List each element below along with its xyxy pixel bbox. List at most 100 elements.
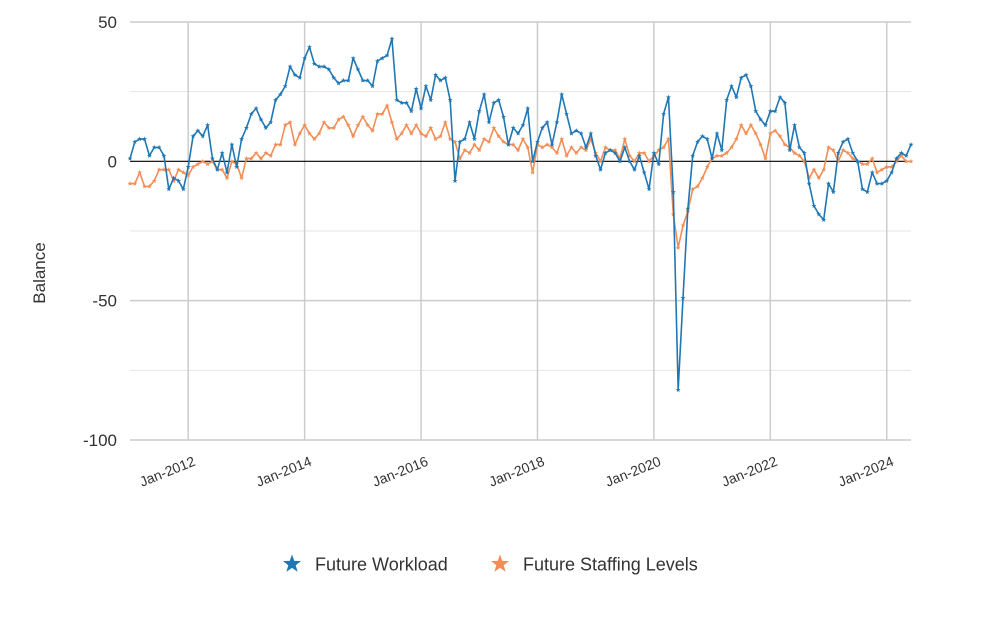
- data-point-future-workload: [462, 136, 468, 142]
- data-point-future-staffing-levels: [860, 161, 865, 167]
- data-point-future-workload: [665, 94, 671, 100]
- data-point-future-workload: [690, 153, 696, 158]
- data-point-future-workload: [481, 91, 487, 97]
- data-point-future-workload: [539, 125, 545, 130]
- data-point-future-workload: [593, 153, 599, 158]
- data-point-future-workload: [263, 125, 269, 130]
- data-point-future-workload: [874, 181, 880, 186]
- data-point-future-staffing-levels: [311, 136, 317, 142]
- data-point-future-workload: [656, 161, 662, 167]
- data-point-future-staffing-levels: [602, 144, 608, 150]
- data-point-future-staffing-levels: [690, 186, 696, 192]
- data-point-future-workload: [641, 169, 647, 175]
- data-point-future-workload: [748, 83, 754, 89]
- x-tick-label: Jan-2024: [836, 453, 896, 490]
- data-point-future-workload: [767, 108, 773, 114]
- data-point-future-staffing-levels: [151, 178, 157, 183]
- data-point-future-staffing-levels: [268, 153, 274, 158]
- data-point-future-staffing-levels: [452, 139, 458, 144]
- data-point-future-workload: [743, 72, 749, 78]
- data-point-future-workload: [471, 136, 477, 142]
- data-point-future-workload: [311, 61, 317, 66]
- data-point-future-workload: [622, 144, 628, 150]
- data-point-future-staffing-levels: [699, 175, 705, 181]
- data-point-future-staffing-levels: [209, 158, 215, 164]
- data-point-future-staffing-levels: [704, 164, 710, 170]
- data-point-future-staffing-levels: [826, 144, 832, 150]
- data-point-future-workload: [205, 122, 211, 128]
- data-point-future-workload: [214, 167, 220, 172]
- data-point-future-staffing-levels: [399, 130, 405, 136]
- data-point-future-workload: [505, 142, 511, 147]
- data-point-future-staffing-levels: [549, 144, 555, 150]
- data-point-future-staffing-levels: [539, 144, 545, 150]
- data-point-future-workload: [161, 153, 167, 158]
- x-tick-label: Jan-2022: [719, 453, 779, 490]
- data-point-future-workload: [229, 142, 235, 147]
- data-point-future-staffing-levels: [583, 147, 589, 153]
- data-point-future-staffing-levels: [166, 167, 172, 172]
- data-point-future-staffing-levels: [835, 158, 841, 164]
- x-tick-label: Jan-2018: [486, 453, 546, 490]
- legend-label: Future Workload: [315, 555, 448, 575]
- data-point-future-workload: [544, 119, 550, 125]
- data-point-future-workload: [777, 94, 783, 100]
- data-point-future-staffing-levels: [408, 130, 414, 136]
- data-point-future-workload: [515, 130, 521, 136]
- data-point-future-staffing-levels: [185, 172, 191, 178]
- data-point-future-staffing-levels: [404, 122, 409, 128]
- legend-item-future-workload: Future Workload: [282, 554, 448, 575]
- data-point-future-workload: [404, 100, 409, 105]
- data-point-future-workload: [510, 125, 516, 130]
- data-point-future-workload: [782, 100, 788, 105]
- data-point-future-staffing-levels: [423, 133, 429, 139]
- data-point-future-staffing-levels: [714, 153, 720, 158]
- data-point-future-workload: [326, 66, 332, 72]
- data-point-future-workload: [374, 58, 380, 64]
- data-point-future-staffing-levels: [200, 158, 206, 164]
- legend-item-future-staffing-levels: Future Staffing Levels: [490, 554, 698, 575]
- data-point-future-staffing-levels: [355, 122, 361, 128]
- data-point-future-staffing-levels: [190, 164, 196, 170]
- data-point-future-staffing-levels: [772, 128, 778, 133]
- data-point-future-staffing-levels: [661, 144, 667, 150]
- data-point-future-staffing-levels: [476, 147, 482, 153]
- legend-label: Future Staffing Levels: [523, 555, 698, 575]
- data-point-future-staffing-levels: [326, 125, 332, 130]
- x-axis: Jan-2012 Jan-2014 Jan-2016 Jan-2018 Jan-2020…: [137, 453, 896, 490]
- data-point-future-workload: [772, 108, 778, 114]
- data-point-future-staffing-levels: [864, 161, 870, 167]
- data-point-future-staffing-levels: [525, 144, 531, 150]
- data-point-future-workload: [336, 80, 342, 86]
- data-point-future-staffing-levels: [253, 150, 259, 156]
- data-point-future-workload: [787, 147, 793, 153]
- data-point-future-workload: [826, 181, 832, 186]
- data-point-future-staffing-levels: [127, 181, 133, 186]
- data-point-future-workload: [753, 108, 759, 114]
- data-point-future-workload: [423, 83, 429, 89]
- data-point-future-workload: [709, 155, 715, 161]
- data-point-future-workload: [806, 181, 812, 186]
- data-point-future-workload: [433, 72, 439, 78]
- data-point-future-staffing-levels: [462, 147, 468, 153]
- data-point-future-staffing-levels: [889, 164, 895, 170]
- data-point-future-staffing-levels: [665, 136, 671, 142]
- data-point-future-staffing-levels: [845, 150, 851, 156]
- x-tick-label: Jan-2012: [137, 453, 197, 490]
- y-tick-label: -50: [92, 292, 117, 311]
- data-point-future-workload: [869, 169, 875, 175]
- y-axis: 50 0 -50 -100: [83, 13, 117, 450]
- data-point-future-staffing-levels: [486, 139, 492, 144]
- data-point-future-workload: [171, 175, 177, 181]
- data-point-future-staffing-levels: [627, 153, 633, 158]
- data-point-future-workload: [651, 150, 657, 156]
- data-point-future-workload: [496, 97, 502, 103]
- data-point-future-workload: [253, 105, 259, 111]
- data-point-future-staffing-levels: [568, 144, 574, 150]
- data-point-future-workload: [564, 111, 570, 117]
- data-point-future-staffing-levels: [501, 139, 506, 144]
- data-point-future-staffing-levels: [767, 130, 773, 136]
- data-point-future-staffing-levels: [588, 136, 594, 142]
- series-future-staffing-levels: [127, 103, 914, 250]
- data-point-future-staffing-levels: [171, 178, 177, 183]
